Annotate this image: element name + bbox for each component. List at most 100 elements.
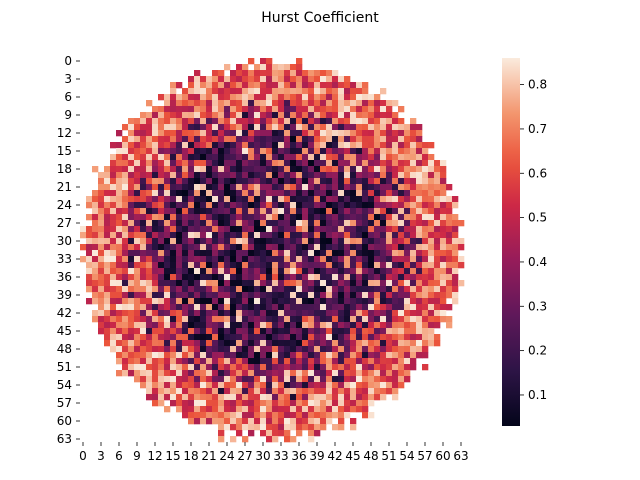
heatmap-cell bbox=[344, 130, 351, 137]
heatmap-cell bbox=[218, 136, 225, 143]
heatmap-cell bbox=[128, 262, 135, 269]
heatmap-cell bbox=[374, 112, 381, 119]
heatmap-cell bbox=[212, 82, 219, 89]
heatmap-cell bbox=[284, 292, 291, 299]
heatmap-cell bbox=[188, 118, 195, 125]
heatmap-cell bbox=[440, 292, 447, 299]
heatmap-cell bbox=[248, 166, 255, 173]
heatmap-cell bbox=[380, 292, 387, 299]
heatmap-cell bbox=[170, 94, 177, 101]
y-tick-label: 39 bbox=[57, 288, 72, 302]
heatmap-cell bbox=[200, 298, 207, 305]
heatmap-cell bbox=[284, 268, 291, 275]
heatmap-cell bbox=[380, 118, 387, 125]
heatmap-cell bbox=[164, 106, 171, 113]
heatmap-cell bbox=[218, 436, 225, 443]
heatmap-cell bbox=[284, 148, 291, 155]
heatmap-cell bbox=[254, 412, 261, 419]
heatmap-cell bbox=[332, 82, 339, 89]
heatmap-cell bbox=[308, 358, 315, 365]
heatmap-cell bbox=[188, 112, 195, 119]
heatmap-cell bbox=[254, 406, 261, 413]
heatmap-cell bbox=[416, 190, 423, 197]
heatmap-cell bbox=[242, 262, 249, 269]
heatmap-cell bbox=[212, 394, 219, 401]
heatmap-cell bbox=[122, 214, 129, 221]
heatmap-cell bbox=[374, 232, 381, 239]
heatmap-cell bbox=[308, 226, 315, 233]
heatmap-cell bbox=[164, 274, 171, 281]
heatmap-cell bbox=[176, 400, 183, 407]
heatmap-cell bbox=[260, 346, 267, 353]
heatmap-cell bbox=[164, 244, 171, 251]
heatmap-cell bbox=[422, 274, 429, 281]
heatmap-cell bbox=[362, 124, 369, 131]
heatmap-cell bbox=[338, 166, 345, 173]
heatmap-cell bbox=[230, 76, 237, 83]
heatmap-cell bbox=[320, 106, 327, 113]
heatmap-cell bbox=[200, 190, 207, 197]
heatmap-cell bbox=[278, 178, 285, 185]
heatmap-cell bbox=[176, 196, 183, 203]
heatmap-cell bbox=[146, 256, 153, 263]
heatmap-cell bbox=[182, 88, 189, 95]
heatmap-cell bbox=[176, 340, 183, 347]
heatmap-cell bbox=[368, 172, 375, 179]
heatmap-cell bbox=[320, 154, 327, 161]
heatmap-cell bbox=[254, 280, 261, 287]
heatmap-cell bbox=[254, 160, 261, 167]
heatmap-cell bbox=[290, 388, 297, 395]
heatmap-cell bbox=[242, 142, 249, 149]
heatmap-cell bbox=[206, 202, 213, 209]
heatmap-cell bbox=[296, 310, 303, 317]
heatmap-cell bbox=[176, 262, 183, 269]
heatmap-cell bbox=[356, 184, 363, 191]
heatmap-cell bbox=[188, 298, 195, 305]
heatmap-cell bbox=[386, 196, 393, 203]
heatmap-cell bbox=[182, 256, 189, 263]
heatmap-cell bbox=[122, 322, 129, 329]
heatmap-cell bbox=[128, 250, 135, 257]
heatmap-cell bbox=[254, 274, 261, 281]
heatmap-cell bbox=[230, 406, 237, 413]
heatmap-cell bbox=[290, 64, 297, 71]
heatmap-cell bbox=[278, 316, 285, 323]
heatmap-cell bbox=[146, 160, 153, 167]
heatmap-cell bbox=[278, 376, 285, 383]
heatmap-cell bbox=[422, 142, 429, 149]
heatmap-cell bbox=[248, 112, 255, 119]
heatmap-cell bbox=[230, 322, 237, 329]
heatmap-cell bbox=[134, 220, 141, 227]
heatmap-cell bbox=[158, 340, 165, 347]
heatmap-cell bbox=[338, 130, 345, 137]
heatmap-cell bbox=[344, 196, 351, 203]
heatmap-cell bbox=[194, 256, 201, 263]
heatmap-cell bbox=[248, 310, 255, 317]
heatmap-cell bbox=[146, 172, 153, 179]
heatmap-cell bbox=[380, 124, 387, 131]
heatmap-cell bbox=[278, 136, 285, 143]
heatmap-cell bbox=[254, 124, 261, 131]
heatmap-cell bbox=[224, 358, 231, 365]
heatmap-cell bbox=[266, 196, 273, 203]
heatmap-cell bbox=[164, 232, 171, 239]
heatmap-cell bbox=[206, 292, 213, 299]
heatmap-cell bbox=[308, 334, 315, 341]
heatmap-cell bbox=[146, 334, 153, 341]
heatmap-cell bbox=[104, 238, 111, 245]
heatmap-cell bbox=[368, 364, 375, 371]
heatmap-cell bbox=[356, 382, 363, 389]
heatmap-cell bbox=[452, 268, 459, 275]
heatmap-cell bbox=[350, 322, 357, 329]
heatmap-cell bbox=[152, 286, 159, 293]
heatmap-cell bbox=[158, 232, 165, 239]
heatmap-cell bbox=[284, 64, 291, 71]
heatmap-cell bbox=[374, 280, 381, 287]
heatmap-cell bbox=[440, 190, 447, 197]
heatmap-cell bbox=[110, 340, 117, 347]
heatmap-cell bbox=[272, 148, 279, 155]
heatmap-cell bbox=[104, 226, 111, 233]
heatmap-cell bbox=[224, 232, 231, 239]
heatmap-cell bbox=[152, 298, 159, 305]
heatmap-cell bbox=[422, 256, 429, 263]
